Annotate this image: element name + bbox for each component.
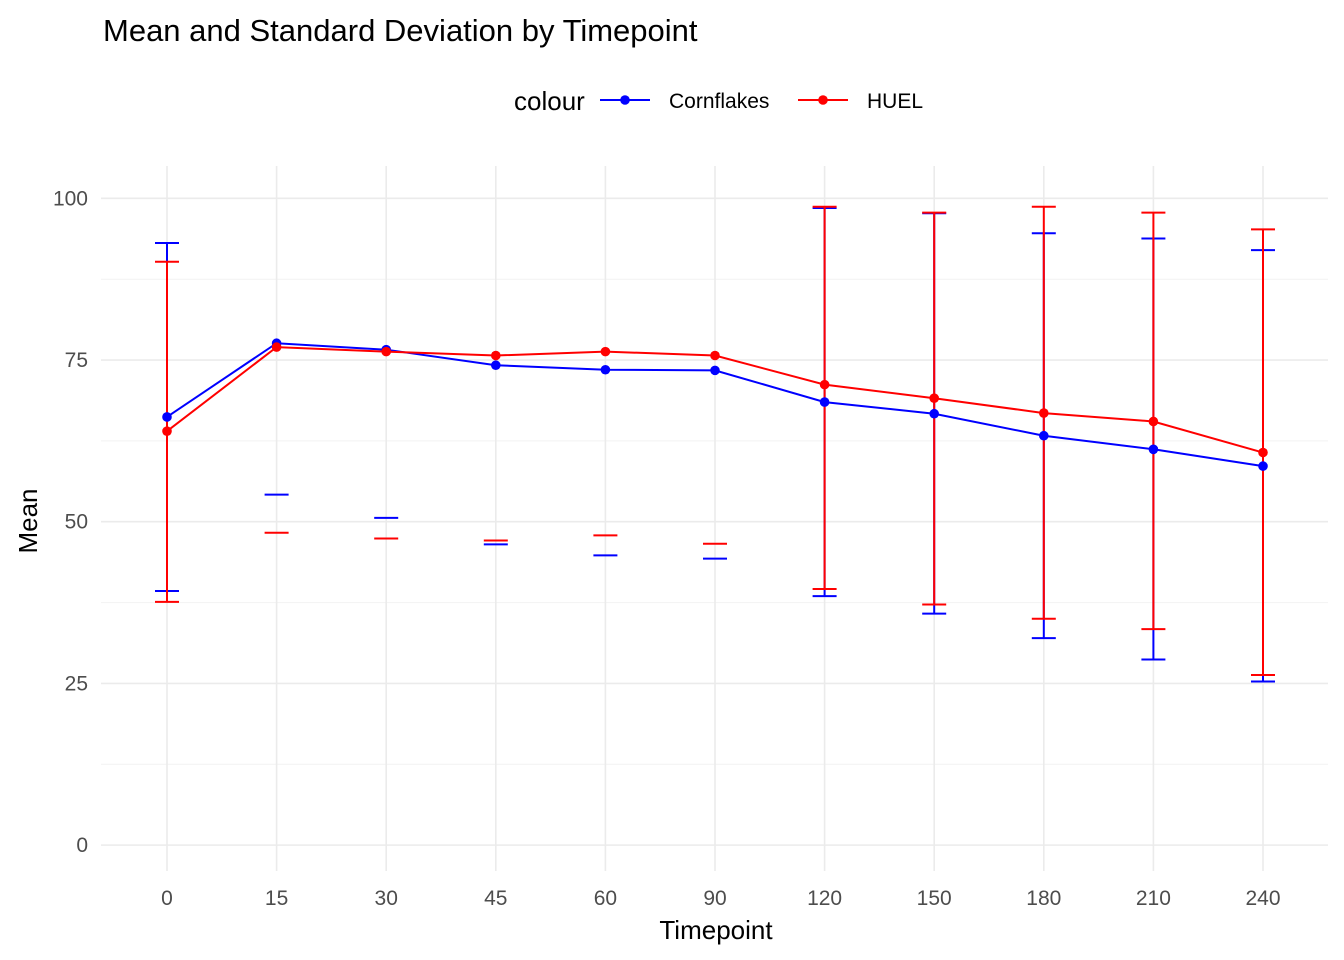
data-point-cornflakes: [1039, 430, 1049, 441]
legend: colour Cornflakes HUEL: [514, 86, 923, 116]
grid-layer: [101, 166, 1328, 871]
y-tick-label: 75: [65, 349, 88, 372]
data-point-huel: [1039, 408, 1049, 418]
data-point-cornflakes: [1258, 461, 1268, 471]
data-point-huel: [271, 342, 282, 352]
x-tick-label: 150: [917, 887, 952, 910]
point-layer: [162, 338, 1268, 471]
legend-items: Cornflakes HUEL: [600, 90, 923, 113]
data-point-huel: [162, 426, 172, 436]
legend-label: Cornflakes: [669, 90, 769, 113]
data-point-cornflakes: [600, 364, 611, 375]
y-tick-label: 0: [76, 834, 88, 857]
y-tick-label: 100: [53, 187, 88, 210]
data-point-huel: [1258, 447, 1268, 458]
data-point-huel: [600, 346, 611, 357]
data-point-huel: [929, 393, 939, 403]
legend-key-point: [818, 95, 828, 105]
x-tick-label: 180: [1026, 887, 1061, 910]
data-point-cornflakes: [491, 360, 501, 371]
y-axis-title: Mean: [13, 488, 43, 553]
legend-title: colour: [514, 86, 585, 116]
data-point-cornflakes: [819, 397, 830, 407]
data-point-huel: [1148, 416, 1159, 427]
legend-key-point: [620, 95, 630, 105]
x-tick-label: 210: [1136, 887, 1171, 910]
x-tick-label: 240: [1245, 887, 1280, 910]
data-point-huel: [710, 350, 720, 361]
x-tick-label: 120: [807, 887, 842, 910]
data-point-cornflakes: [162, 412, 172, 422]
x-tick-label: 90: [703, 887, 726, 910]
data-point-huel: [491, 350, 501, 361]
x-tick-label: 60: [594, 887, 617, 910]
legend-label: HUEL: [867, 90, 923, 113]
data-point-huel: [381, 346, 392, 357]
x-tick-label: 15: [265, 887, 288, 910]
x-tick-label: 0: [161, 887, 173, 910]
data-point-cornflakes: [710, 365, 720, 376]
x-tick-label: 30: [375, 887, 398, 910]
data-point-cornflakes: [929, 408, 939, 419]
x-tick-label: 45: [484, 887, 507, 910]
data-point-huel: [819, 379, 830, 390]
y-tick-label: 50: [65, 511, 88, 534]
y-tick-label: 25: [65, 672, 88, 695]
x-axis-title: Timepoint: [659, 915, 773, 945]
chart-title: Mean and Standard Deviation by Timepoint: [103, 13, 698, 48]
data-point-cornflakes: [1148, 444, 1159, 455]
tick-label-layer: 0 25 50 75 100 0 15 30 45 60 90 120 150 180 210 240: [53, 187, 1281, 910]
